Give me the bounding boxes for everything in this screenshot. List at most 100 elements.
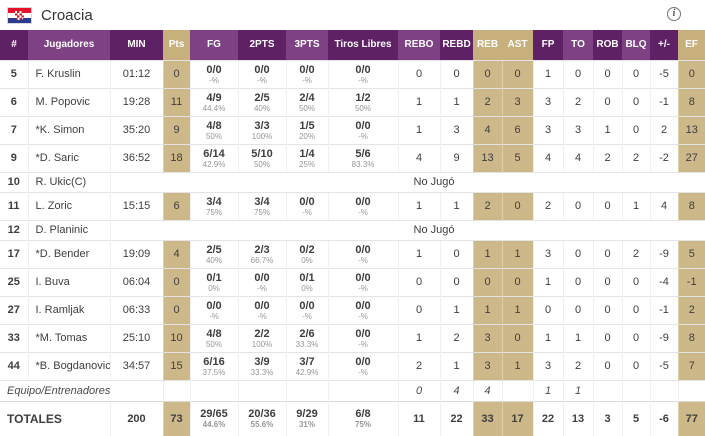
fg-cell-percentage: 44.6%	[202, 420, 226, 430]
player-name: *D. Saric	[27, 143, 110, 172]
column-header: MIN	[110, 30, 163, 60]
defensive-rebounds-cell: 1	[439, 87, 473, 116]
fg-cell	[189, 379, 238, 401]
turnovers-cell: 2	[562, 87, 593, 116]
efficiency-cell: 8	[677, 323, 705, 352]
player-number: 6	[0, 87, 28, 116]
free-throws-cell: 1/2 50%	[327, 87, 398, 116]
fouls-cell: 3	[532, 239, 563, 268]
plus-minus-cell: -5	[649, 351, 678, 380]
player-row: 25 I. Buva 06:04 0 0/1 0% 0/0 -% 0/1 0% 0/0 -% 0 0 0 0 1…	[0, 267, 705, 296]
steals-cell: 0	[592, 239, 622, 268]
two-points-cell-percentage: -%	[257, 283, 267, 293]
free-throws-cell-percentage: -%	[358, 75, 368, 85]
fg-cell: 4/9 44.4%	[189, 87, 238, 116]
fg-cell: 2/5 40%	[189, 239, 238, 268]
info-icon[interactable]: i	[667, 7, 681, 21]
fg-cell-percentage: 40%	[205, 255, 222, 265]
column-header: +/-	[650, 30, 678, 60]
steals-cell: 1	[592, 115, 622, 144]
fg-cell: 0/0 -%	[189, 295, 238, 324]
total-rebounds-cell: 4	[472, 115, 502, 144]
two-points-cell: 3/9 33.3%	[237, 351, 286, 380]
fouls-cell: 1	[532, 59, 563, 88]
turnovers-cell: 0	[562, 191, 593, 220]
minutes-cell	[109, 219, 163, 240]
three-points-cell-percentage: -%	[302, 207, 312, 217]
two-points-cell-made-attempted: 0/0	[254, 63, 270, 76]
two-points-cell-made-attempted: 2/3	[254, 243, 270, 256]
minutes-cell: 35:20	[109, 115, 163, 144]
offensive-rebounds-cell: 0	[397, 379, 440, 401]
player-number: 10	[0, 171, 28, 192]
minutes-cell: 01:12	[109, 59, 163, 88]
player-number: 9	[0, 143, 28, 172]
defensive-rebounds-cell: 1	[439, 295, 473, 324]
blocks-cell: 0	[621, 295, 650, 324]
fg-cell-made-attempted: 29/65	[200, 408, 228, 421]
fg-cell-made-attempted: 4/9	[206, 91, 222, 104]
two-points-cell-percentage: 100%	[251, 131, 273, 141]
column-header: REBO	[398, 30, 440, 60]
two-points-cell-made-attempted: 3/9	[254, 355, 270, 368]
free-throws-cell: 0/0 -%	[327, 191, 398, 220]
minutes-cell: 34:57	[109, 351, 163, 380]
assists-cell	[501, 379, 533, 401]
plus-minus-cell: -5	[649, 59, 678, 88]
three-points-cell: 3/7 42.9%	[285, 351, 328, 380]
defensive-rebounds-cell: 0	[439, 267, 473, 296]
minutes-cell: 06:04	[109, 267, 163, 296]
two-points-cell-percentage: 100%	[251, 339, 273, 349]
two-points-cell-made-attempted: 20/36	[248, 408, 276, 421]
column-header: ROB	[593, 30, 622, 60]
three-points-cell-percentage: 25%	[298, 159, 315, 169]
boxscore-table: # Jugadores MIN Pts FG 2PTS 3PTS Tiros Libres RE…	[0, 30, 705, 436]
two-points-cell: 3/3 100%	[237, 115, 286, 144]
turnovers-cell: 13	[562, 400, 593, 436]
free-throws-cell-percentage: -%	[358, 207, 368, 217]
offensive-rebounds-cell: 1	[397, 87, 440, 116]
three-points-cell	[285, 379, 328, 401]
defensive-rebounds-cell: 3	[439, 115, 473, 144]
player-number: 17	[0, 239, 28, 268]
points-cell: 73	[162, 400, 190, 436]
turnovers-cell: 1	[562, 379, 593, 401]
fg-cell-made-attempted: 6/16	[203, 355, 225, 368]
three-points-cell: 1/5 20%	[285, 115, 328, 144]
efficiency-cell: 27	[677, 143, 705, 172]
did-not-play-label: No Jugó	[163, 171, 705, 192]
blocks-cell: 2	[621, 239, 650, 268]
player-row: 17 *D. Bender 19:09 4 2/5 40% 2/3 66.7% 0/2 0% 0/0…	[0, 239, 705, 268]
three-points-cell-made-attempted: 1/4	[299, 147, 315, 160]
free-throws-cell: 6/8 75%	[327, 400, 398, 436]
free-throws-cell-made-attempted: 6/8	[355, 408, 371, 421]
free-throws-cell-made-attempted: 0/0	[355, 63, 371, 76]
fg-cell-percentage: 42.9%	[202, 159, 226, 169]
defensive-rebounds-cell: 9	[439, 143, 473, 172]
free-throws-cell-made-attempted: 0/0	[355, 271, 371, 284]
free-throws-cell-percentage: -%	[358, 283, 368, 293]
blocks-cell	[621, 379, 650, 401]
offensive-rebounds-cell: 2	[397, 351, 440, 380]
two-points-cell-made-attempted: 2/5	[254, 91, 270, 104]
points-cell	[162, 379, 190, 401]
plus-minus-cell: 2	[649, 115, 678, 144]
blocks-cell: 0	[621, 59, 650, 88]
assists-cell: 17	[501, 400, 533, 436]
three-points-cell-made-attempted: 9/29	[296, 408, 318, 421]
fg-cell: 29/65 44.6%	[189, 400, 238, 436]
two-points-cell: 2/5 40%	[237, 87, 286, 116]
three-points-cell-percentage: -%	[302, 75, 312, 85]
fg-cell-percentage: 75%	[205, 207, 222, 217]
turnovers-cell: 2	[562, 351, 593, 380]
offensive-rebounds-cell: 0	[397, 295, 440, 324]
turnovers-cell: 0	[562, 295, 593, 324]
fg-cell-made-attempted: 0/1	[206, 271, 222, 284]
column-header: REB	[473, 30, 502, 60]
free-throws-cell-percentage: 75%	[354, 420, 371, 430]
turnovers-cell: 0	[562, 59, 593, 88]
two-points-cell-percentage: 50%	[253, 159, 270, 169]
total-rebounds-cell: 0	[472, 59, 502, 88]
plus-minus-cell: -2	[649, 143, 678, 172]
team-coaches-label: Equipo/Entrenadores	[0, 379, 163, 401]
